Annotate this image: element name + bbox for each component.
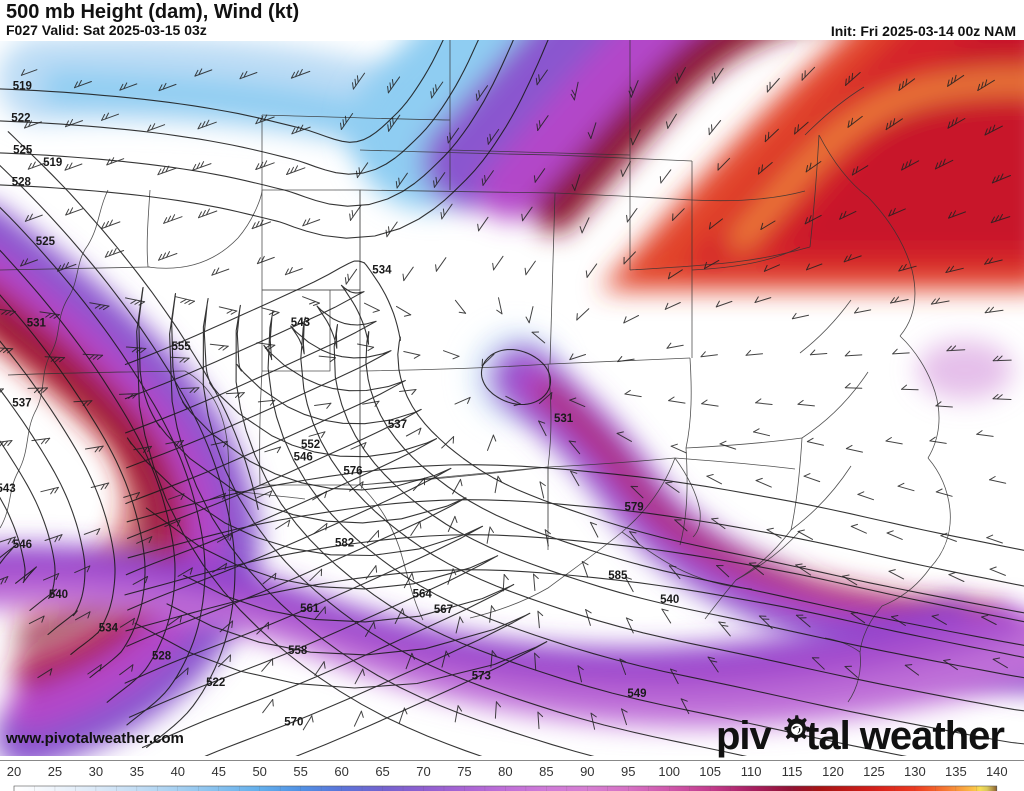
svg-text:piv: piv <box>716 714 773 758</box>
svg-text:tal weather: tal weather <box>806 714 1004 758</box>
